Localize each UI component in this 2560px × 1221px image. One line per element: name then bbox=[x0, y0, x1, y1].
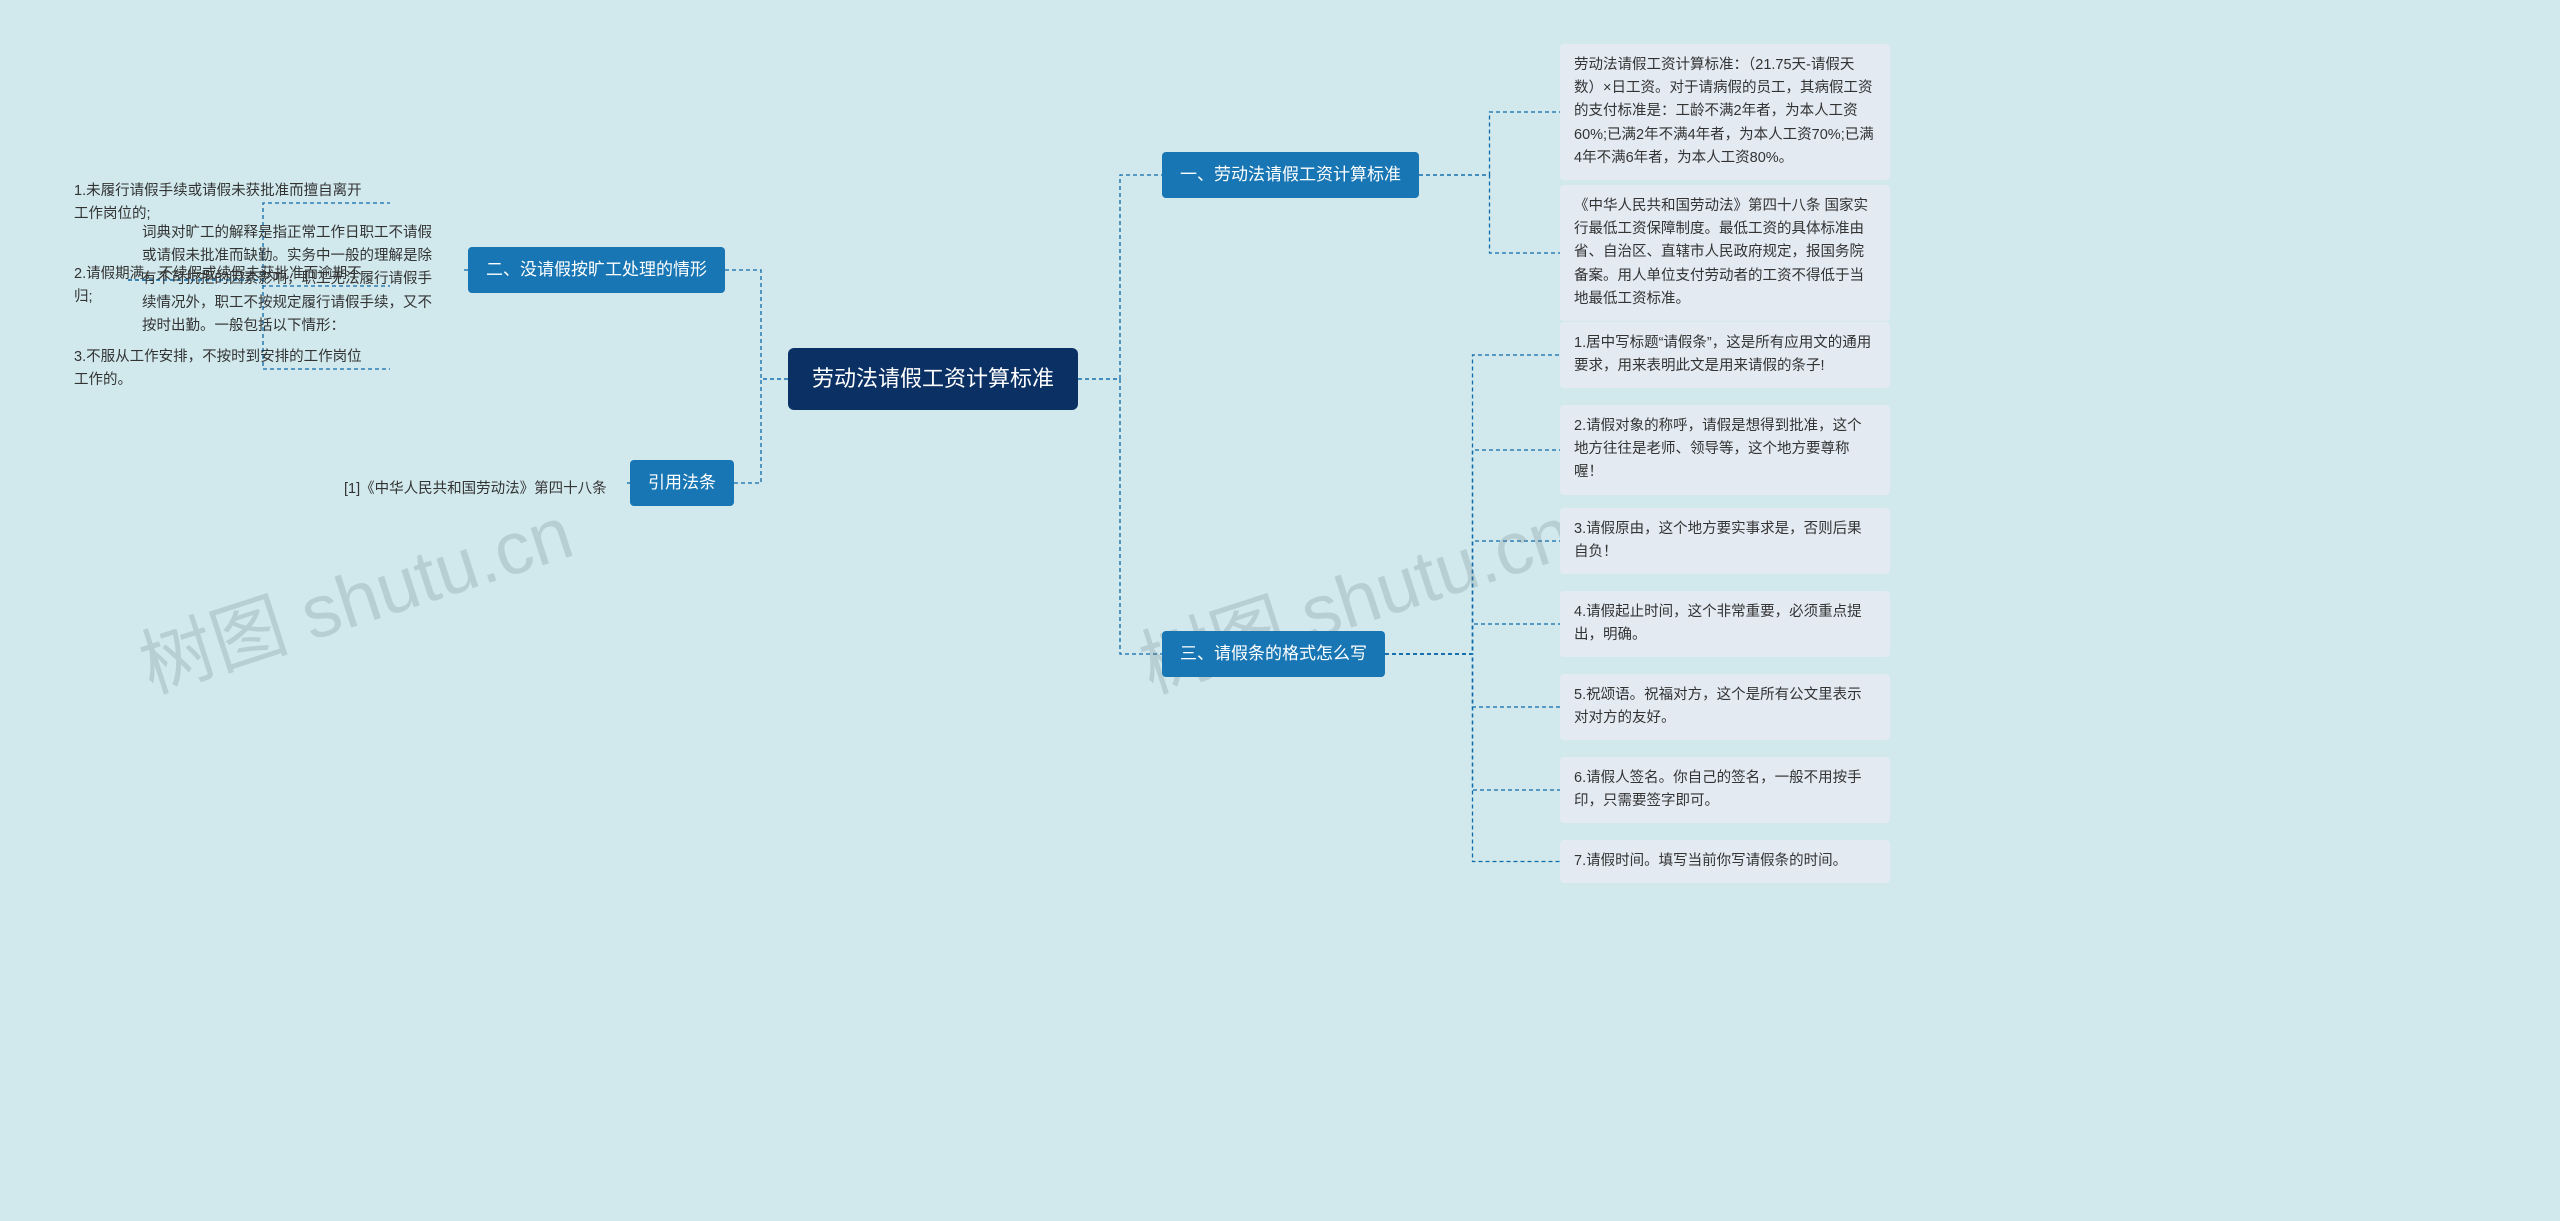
c-r3-6 bbox=[1385, 654, 1560, 862]
leaf-r3-2: 3.请假原由，这个地方要实事求是，否则后果自负！ bbox=[1560, 508, 1890, 574]
leaf-r3-3: 4.请假起止时间，这个非常重要，必须重点提出，明确。 bbox=[1560, 591, 1890, 657]
c-r3-3 bbox=[1385, 624, 1560, 654]
leaf-r3-5: 6.请假人签名。你自己的签名，一般不用按手印，只需要签字即可。 bbox=[1560, 757, 1890, 823]
leaf-l2-1: 2.请假期满，不续假或续假未获批准而逾期不归; bbox=[60, 253, 390, 319]
leaf-r3-4: 5.祝颂语。祝福对方，这个是所有公文里表示对对方的友好。 bbox=[1560, 674, 1890, 740]
c-root-l4 bbox=[734, 379, 788, 483]
branch-l4[interactable]: 引用法条 bbox=[630, 460, 734, 506]
c-r3-0 bbox=[1385, 355, 1560, 654]
c-root-r1 bbox=[1078, 175, 1162, 379]
leaf-l4-0: [1]《中华人民共和国劳动法》第四十八条 bbox=[330, 468, 621, 511]
c-root-r3 bbox=[1078, 379, 1162, 654]
c-r1-1 bbox=[1419, 175, 1560, 253]
c-r3-2 bbox=[1385, 541, 1560, 654]
leaf-r3-1: 2.请假对象的称呼，请假是想得到批准，这个地方往往是老师、领导等，这个地方要尊称… bbox=[1560, 405, 1890, 495]
leaf-r1-1: 《中华人民共和国劳动法》第四十八条 国家实行最低工资保障制度。最低工资的具体标准… bbox=[1560, 185, 1890, 321]
c-r3-4 bbox=[1385, 654, 1560, 707]
c-r3-5 bbox=[1385, 654, 1560, 790]
branch-r3[interactable]: 三、请假条的格式怎么写 bbox=[1162, 631, 1385, 677]
c-root-l2 bbox=[725, 270, 788, 379]
watermark-1: 树图 shutu.cn bbox=[1124, 473, 1583, 713]
c-r3-1 bbox=[1385, 450, 1560, 654]
branch-l2[interactable]: 二、没请假按旷工处理的情形 bbox=[468, 247, 725, 293]
leaf-l2-2: 3.不服从工作安排，不按时到安排的工作岗位工作的。 bbox=[60, 336, 390, 402]
c-r1-0 bbox=[1419, 112, 1560, 175]
leaf-r3-6: 7.请假时间。填写当前你写请假条的时间。 bbox=[1560, 840, 1890, 883]
leaf-r3-0: 1.居中写标题“请假条”，这是所有应用文的通用要求，用来表明此文是用来请假的条子… bbox=[1560, 322, 1890, 388]
leaf-l2-0: 1.未履行请假手续或请假未获批准而擅自离开工作岗位的; bbox=[60, 170, 390, 236]
root-node[interactable]: 劳动法请假工资计算标准 bbox=[788, 348, 1078, 410]
branch-r1[interactable]: 一、劳动法请假工资计算标准 bbox=[1162, 152, 1419, 198]
leaf-r1-0: 劳动法请假工资计算标准：（21.75天-请假天数）×日工资。对于请病假的员工，其… bbox=[1560, 44, 1890, 180]
